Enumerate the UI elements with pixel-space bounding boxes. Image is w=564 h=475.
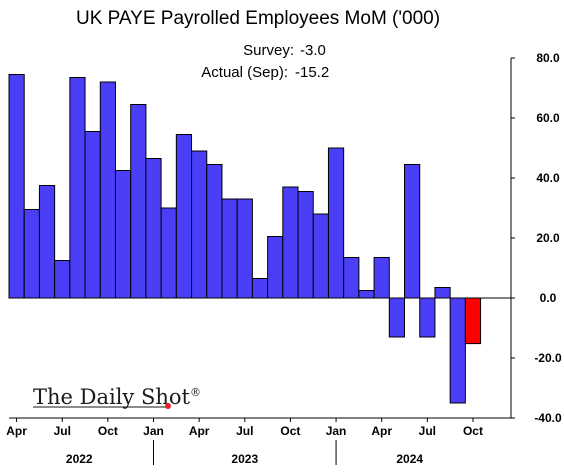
bars-group xyxy=(8,74,511,404)
x-tick-label: Jul xyxy=(54,424,71,438)
y-tick-label: -40.0 xyxy=(534,411,562,425)
bar-2022-11 xyxy=(114,170,132,299)
brand-dot-icon xyxy=(165,403,171,409)
year-label: 2024 xyxy=(396,452,423,466)
bar-2023-11 xyxy=(297,191,314,299)
bar-2022-08 xyxy=(69,77,86,299)
bar-2023-08 xyxy=(251,278,269,299)
brand-mark: ® xyxy=(190,386,201,399)
bar-2023-04 xyxy=(191,150,208,299)
y-tick-label: 80.0 xyxy=(536,51,560,65)
y-tick-label: 0.0 xyxy=(540,291,557,305)
bar-2024-08 xyxy=(434,287,451,299)
bar-2023-07 xyxy=(236,198,253,299)
x-tick-label: Oct xyxy=(280,424,300,438)
y-tick-label: 40.0 xyxy=(536,171,560,185)
bar-2024-07 xyxy=(419,297,436,338)
bar-2024-09 xyxy=(449,297,466,404)
x-tick-label: Apr xyxy=(371,424,392,438)
x-tick-label: Jul xyxy=(236,424,253,438)
brand-text: The Daily Shot xyxy=(33,385,191,409)
bar-2024-06 xyxy=(404,164,421,299)
bar-actual-highlight xyxy=(464,297,482,345)
bar-2022-09 xyxy=(84,131,101,299)
bar-2023-01 xyxy=(145,158,162,299)
svg-text:The Daily Shot®: The Daily Shot® xyxy=(33,385,201,409)
bar-2023-09 xyxy=(267,236,284,299)
x-tick-label: Apr xyxy=(6,424,27,438)
bar-2023-10 xyxy=(282,186,299,299)
x-tick-label: Oct xyxy=(98,424,118,438)
annotation-actual-label: Actual (Sep): xyxy=(201,64,288,81)
brand-logo: The Daily Shot® xyxy=(33,385,201,409)
annotation-survey-value: -3.0 xyxy=(300,42,326,59)
x-axis: Apr Jul Oct Jan Apr Jul Oct Jan Apr Jul Oct 2022 202… xyxy=(6,417,511,466)
bar-2023-06 xyxy=(221,198,238,299)
bar-2023-12 xyxy=(312,213,329,299)
bar-2022-04 xyxy=(8,74,25,299)
x-tick-label: Jul xyxy=(419,424,436,438)
bar-2023-02 xyxy=(160,207,177,299)
bar-2022-05 xyxy=(23,209,40,299)
y-tick-label: 60.0 xyxy=(536,111,560,125)
year-label: 2023 xyxy=(231,452,258,466)
x-tick-label: Apr xyxy=(189,424,210,438)
bar-2024-01 xyxy=(327,147,345,299)
bar-2023-03 xyxy=(175,134,193,299)
bar-2022-07 xyxy=(54,260,71,299)
bar-2023-05 xyxy=(206,164,223,299)
y-tick-label: -20.0 xyxy=(534,351,562,365)
bar-2022-12 xyxy=(130,104,147,299)
bar-2022-10 xyxy=(99,81,116,299)
y-axis: 80.0 60.0 40.0 20.0 0.0 -20.0 -40.0 xyxy=(510,51,562,425)
y-tick-label: 20.0 xyxy=(536,231,560,245)
bar-2024-02 xyxy=(343,257,360,299)
bar-2024-03 xyxy=(358,290,375,299)
chart-title: UK PAYE Payrolled Employees MoM ('000) xyxy=(76,8,440,29)
annotation-actual-value: -15.2 xyxy=(295,64,329,81)
x-tick-label: Oct xyxy=(463,424,483,438)
bar-2024-04 xyxy=(373,257,390,299)
bar-2022-06 xyxy=(38,185,56,299)
x-tick-label: Jan xyxy=(326,424,347,438)
annotation-survey-label: Survey: xyxy=(243,42,294,59)
x-tick-label: Jan xyxy=(143,424,164,438)
year-label: 2022 xyxy=(66,452,93,466)
bar-2024-05 xyxy=(388,297,406,338)
